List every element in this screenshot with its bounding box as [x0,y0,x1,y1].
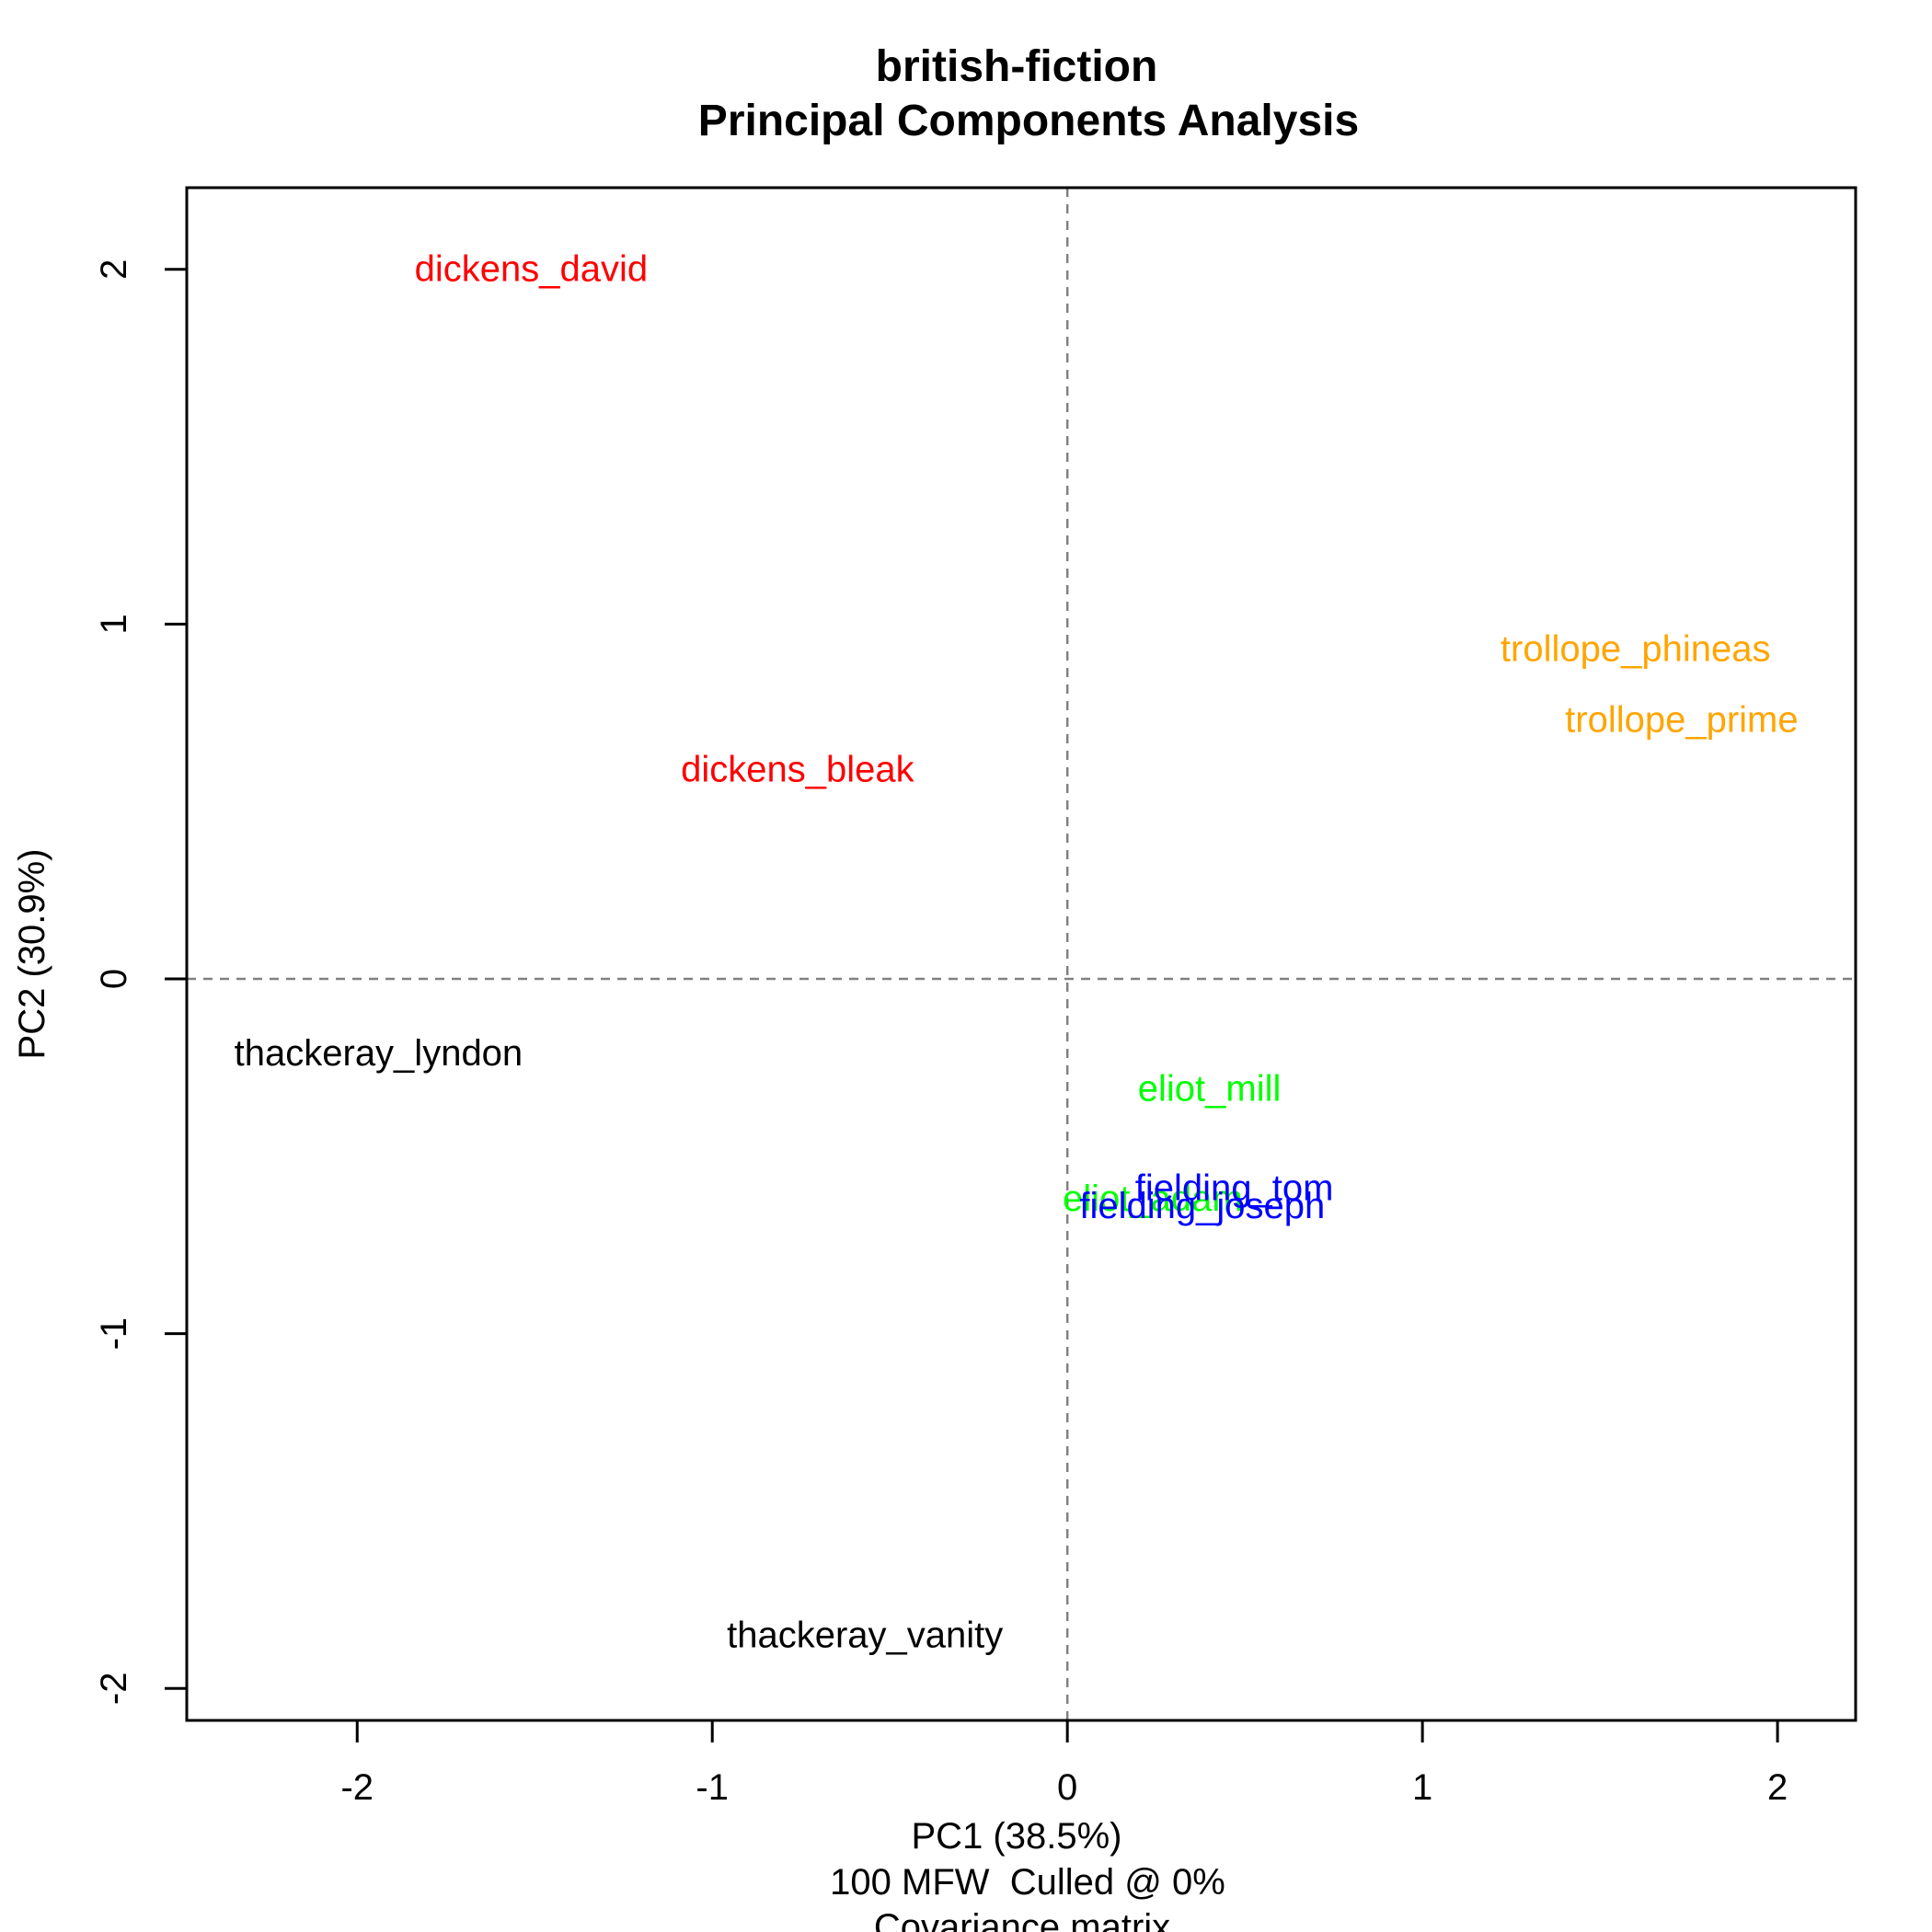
y-tick-label: 2 [94,259,134,280]
reference-lines [187,188,1856,1720]
point-label-dickens-david: dickens_david [415,249,649,290]
x-axis-label: PC1 (38.5%) [912,1816,1122,1857]
point-label-fielding-tom: fielding_tom [1135,1168,1334,1209]
x-tick-label: 1 [1412,1767,1432,1808]
chart-title: british-fiction [876,42,1158,91]
y-tick-label: -1 [94,1317,134,1351]
point-label-trollope-prime: trollope_prime [1565,699,1798,740]
plot-frame [185,186,1857,1722]
point-label-dickens-bleak: dickens_bleak [681,749,914,789]
point-label-eliot-mill: eliot_mill [1138,1069,1282,1110]
y-axis: -2 -1 0 1 2 [94,259,189,1706]
point-labels: dickens_david dickens_bleak trollope_phine… [235,249,1799,1656]
x-axis-caption-matrix: Covariance matrix [874,1907,1170,1932]
chart-subtitle: Principal Components Analysis [698,97,1359,145]
x-tick-label: -1 [696,1767,729,1808]
y-tick-label: -2 [94,1673,134,1706]
point-label-trollope-phineas: trollope_phineas [1501,628,1771,669]
y-tick-label: 0 [94,969,134,989]
point-label-eliot-adam: eliot_adam [1063,1179,1243,1219]
y-tick-label: 1 [94,614,134,634]
point-label-thackeray-vanity: thackeray_vanity [727,1615,1003,1655]
point-label-thackeray-lyndon: thackeray_lyndon [235,1033,523,1074]
x-axis: -2 -1 0 1 2 [340,1719,1788,1808]
x-tick-label: -2 [340,1767,374,1808]
y-axis-label: PC2 (30.9%) [12,849,52,1060]
x-axis-caption-mfw: 100 MFW Culled @ 0% [830,1862,1225,1903]
point-label-fielding-joseph: fielding_joseph [1079,1186,1325,1226]
x-tick-label: 0 [1057,1767,1077,1808]
x-tick-label: 2 [1767,1767,1788,1808]
